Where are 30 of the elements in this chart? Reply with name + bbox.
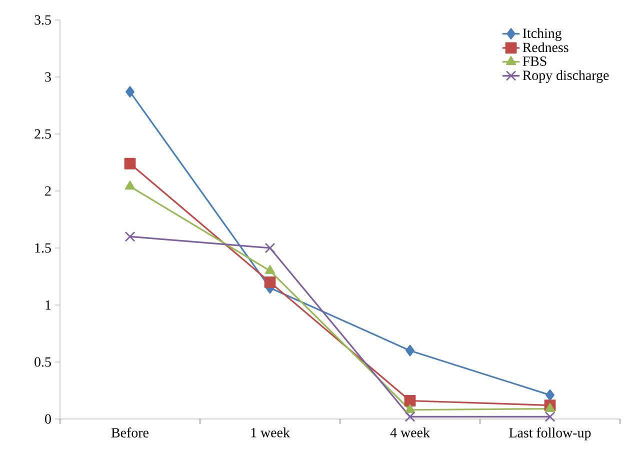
- point: [544, 403, 556, 412]
- legend-label: Redness: [522, 42, 568, 52]
- y-tick-label: 2: [45, 186, 51, 196]
- legend-label: Itching: [522, 28, 562, 41]
- point: [404, 404, 416, 414]
- point: [265, 243, 275, 253]
- point: [126, 86, 134, 98]
- y-tick-label: 3: [45, 72, 51, 82]
- x-tick-label: Last follow-up: [509, 428, 591, 440]
- y-tick-label: 1.5: [35, 243, 51, 253]
- point: [125, 232, 135, 242]
- x-tick-label: Before: [111, 428, 148, 438]
- y-tick-label: 1: [46, 300, 51, 310]
- point: [124, 158, 136, 170]
- legend-label: FBS: [522, 56, 546, 66]
- point: [404, 395, 416, 406]
- x-tick-label: 4 week: [390, 428, 430, 438]
- y-tick-label: 0.5: [34, 357, 51, 367]
- x-tick-label: 1 week: [251, 428, 290, 438]
- point: [545, 412, 556, 422]
- point: [124, 180, 136, 190]
- y-tick-label: 3.5: [34, 15, 51, 25]
- y-tick-label: 2.5: [34, 129, 51, 139]
- point: [405, 412, 416, 422]
- point: [406, 344, 414, 356]
- point: [264, 276, 276, 288]
- y-tick-label: 0: [45, 414, 51, 424]
- point: [546, 389, 554, 401]
- legend-label: Ropy discharge: [522, 70, 609, 83]
- point: [264, 265, 276, 274]
